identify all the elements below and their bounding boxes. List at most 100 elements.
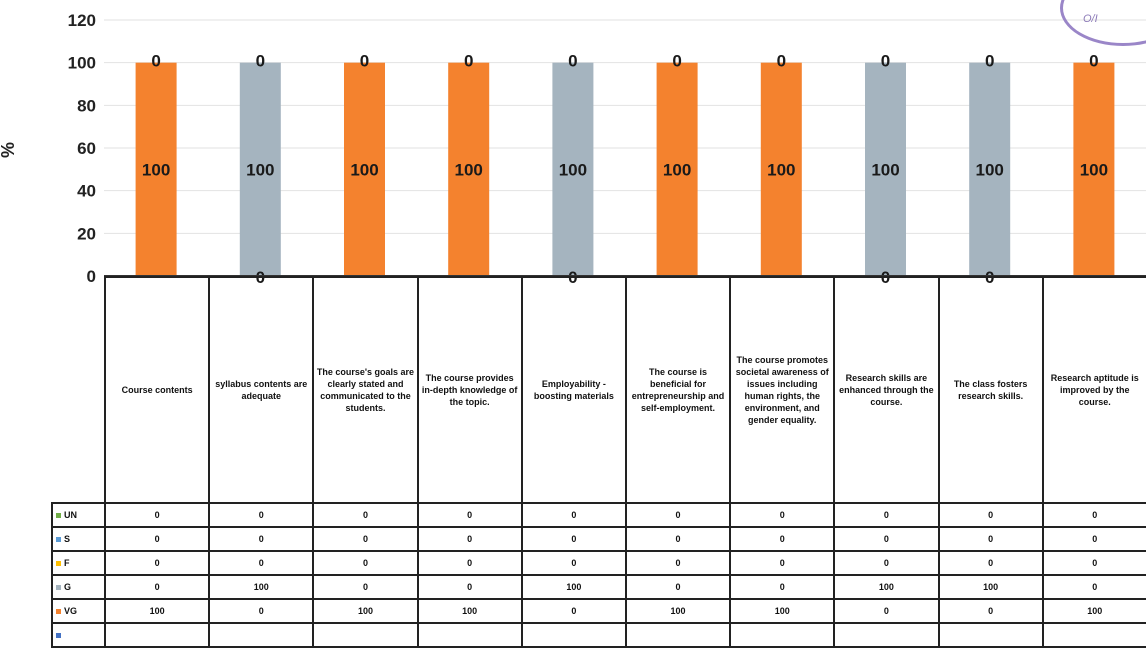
bar-segment-g <box>865 62 906 276</box>
data-label-top: 0 <box>151 52 160 71</box>
legend-label: UN <box>64 510 77 520</box>
legend-swatch <box>56 633 61 639</box>
legend-label: S <box>64 534 71 544</box>
y-tick-label: 20 <box>77 224 96 243</box>
table-cell <box>937 622 1044 648</box>
category-label: The class fosters research skills. <box>937 276 1044 504</box>
category-label: Course contents <box>103 276 211 504</box>
legend-entry: VG <box>51 598 106 624</box>
table-cell: 0 <box>103 574 211 600</box>
bar-segment-g <box>969 62 1011 276</box>
table-cell: 100 <box>729 598 836 624</box>
table-cell: 0 <box>937 598 1044 624</box>
legend-swatch <box>56 561 61 567</box>
bars: 1000100001000100010000100010001000010000… <box>135 52 1115 287</box>
table-cell: 0 <box>416 526 523 552</box>
table-cell: 100 <box>937 574 1044 600</box>
y-tick-label: 60 <box>77 139 96 158</box>
table-corner <box>52 277 106 504</box>
table-row: VG 100 0 100 100 0 100 100 0 0 100 <box>51 598 1146 624</box>
table-cell: 0 <box>312 574 419 600</box>
table-cell: 0 <box>520 502 627 528</box>
legend-swatch <box>56 537 61 543</box>
data-label: 100 <box>455 160 483 179</box>
table-cell: 100 <box>416 598 523 624</box>
table-cell: 0 <box>624 502 732 528</box>
table-cell: 0 <box>937 502 1044 528</box>
category-label: Research aptitude is improved by the cou… <box>1041 276 1146 504</box>
bar-segment-vg <box>1073 62 1115 276</box>
data-label-top: 0 <box>1089 52 1098 71</box>
y-tick-label: 100 <box>68 54 96 73</box>
bar-segment-vg <box>760 62 802 276</box>
table-cell <box>1041 622 1146 648</box>
table-cell: 0 <box>729 526 836 552</box>
legend-label: VG <box>64 606 78 616</box>
table-cell: 0 <box>208 550 315 576</box>
legend-entry: S <box>51 526 106 552</box>
table-cell: 100 <box>833 574 940 600</box>
table-cell: 0 <box>1041 502 1146 528</box>
table-cell: 0 <box>416 550 523 576</box>
table-cell: 0 <box>208 598 315 624</box>
data-label: 100 <box>871 160 899 179</box>
category-label: The course provides in-depth knowledge o… <box>416 276 523 504</box>
data-label: 100 <box>767 160 795 179</box>
table-cell: 0 <box>416 502 523 528</box>
legend-label: G <box>64 582 72 592</box>
table-cell: 0 <box>729 502 836 528</box>
data-label-top: 0 <box>464 52 473 71</box>
table-cell: 0 <box>729 574 836 600</box>
legend-swatch <box>56 609 61 615</box>
y-tick-label: 0 <box>87 267 96 286</box>
bar-segment-vg <box>448 62 490 276</box>
data-label: 100 <box>559 160 587 179</box>
table-cell: 0 <box>624 550 732 576</box>
bar-segment-vg <box>656 62 698 276</box>
category-label: Research skills are enhanced through the… <box>833 276 940 504</box>
table-cell: 0 <box>937 526 1044 552</box>
table-cell: 0 <box>416 574 523 600</box>
table-cell <box>312 622 419 648</box>
bar-segment-vg <box>135 62 177 276</box>
table-cell <box>416 622 523 648</box>
category-label: The course promotes societal awareness o… <box>729 276 836 504</box>
data-label: 100 <box>1080 160 1108 179</box>
data-label-top: 0 <box>881 52 890 71</box>
legend-swatch <box>56 585 61 591</box>
data-label: 100 <box>246 160 274 179</box>
bar-segment-vg <box>344 62 385 276</box>
table-cell: 0 <box>833 550 940 576</box>
table-cell <box>624 622 732 648</box>
table-cell: 0 <box>833 598 940 624</box>
bar-segment-g <box>552 62 594 276</box>
table-cell: 0 <box>833 526 940 552</box>
data-label: 100 <box>976 160 1004 179</box>
table-cell: 100 <box>1041 598 1146 624</box>
table-cell: 0 <box>208 502 315 528</box>
table-cell: 0 <box>103 502 211 528</box>
data-label-top: 0 <box>360 52 369 71</box>
category-label: Employability -boosting materials <box>520 276 627 504</box>
data-label-top: 0 <box>985 52 994 71</box>
table-cell: 0 <box>833 502 940 528</box>
data-table: Course contents syllabus contents are ade… <box>51 276 1146 648</box>
table-cell: 100 <box>624 598 732 624</box>
y-tick-label: 40 <box>77 182 96 201</box>
table-cell: 0 <box>1041 550 1146 576</box>
data-label: 100 <box>663 160 691 179</box>
data-label-top: 0 <box>256 52 265 71</box>
legend-entry <box>51 622 106 648</box>
data-label: 100 <box>142 160 170 179</box>
stamp-text: O/I <box>1083 13 1098 25</box>
y-tick-label: 120 <box>68 11 96 30</box>
table-cell: 0 <box>520 526 627 552</box>
table-row: G 0 100 0 0 100 0 0 100 100 0 <box>51 574 1146 600</box>
table-cell <box>520 622 627 648</box>
table-cell: 0 <box>520 598 627 624</box>
category-row: Course contents syllabus contents are ade… <box>52 276 1146 504</box>
legend-label: F <box>64 558 70 568</box>
